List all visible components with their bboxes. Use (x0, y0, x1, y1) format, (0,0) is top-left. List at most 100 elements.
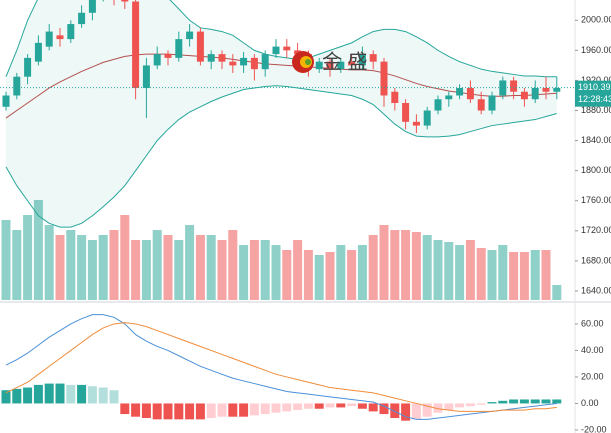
volume-bar (422, 235, 432, 300)
y-tick-label: -20.00 (581, 424, 607, 433)
volume-bar (87, 240, 97, 300)
volume-bar (401, 230, 411, 300)
volume-bar (509, 252, 519, 300)
volume-bar (433, 240, 443, 300)
candle-body (445, 95, 453, 100)
volume-bar (541, 250, 551, 300)
countdown-label: 12:28:43 (578, 94, 611, 104)
histogram-bar (455, 403, 465, 408)
histogram-bar (141, 403, 151, 419)
candle-body (466, 87, 474, 100)
candle-body (132, 1, 140, 88)
candle-body (369, 54, 377, 62)
volume-bar (163, 235, 173, 300)
volume-bar (293, 240, 303, 300)
axes: 2000.00 1960.00 1920.00 1880.00 1840.00 1800.… (575, 15, 611, 433)
candle-body (261, 54, 269, 70)
volume-bar (185, 225, 195, 300)
volume-bar (368, 235, 378, 300)
volume-bar (282, 250, 292, 300)
candle-body (423, 110, 431, 126)
volume-bar (217, 240, 227, 300)
candle-body (542, 87, 550, 92)
candle-body (218, 54, 226, 62)
volume-bar (152, 230, 162, 300)
band-lower (5, 85, 557, 228)
volume-bar (131, 240, 141, 300)
candle-body (391, 91, 399, 104)
candle-body (24, 57, 32, 77)
volume-bar (487, 250, 497, 300)
volume-bar (174, 240, 184, 300)
volume-bar (120, 215, 130, 300)
candle-body (283, 46, 291, 51)
histogram-bar (260, 403, 270, 415)
candle-body (456, 87, 464, 96)
y-tick-label: 1640.00 (581, 285, 611, 295)
volume-bar (347, 250, 357, 300)
candle-body (358, 54, 366, 66)
volume-bar (519, 252, 529, 300)
volume-bar (98, 235, 108, 300)
candle-body (326, 61, 334, 70)
y-tick-label: 1800.00 (581, 165, 611, 175)
histogram-bar (55, 383, 65, 404)
y-tick-label: 1880.00 (581, 105, 611, 115)
histogram-bar (131, 403, 141, 417)
volume-bar (23, 215, 33, 300)
dif-line (5, 314, 557, 420)
volume-bar (239, 245, 249, 300)
y-tick-label: 1680.00 (581, 255, 611, 265)
histogram-bar (444, 403, 454, 411)
last-price-label: 1910.39 (578, 82, 611, 92)
candle-body (175, 39, 183, 58)
histogram-bar (498, 400, 508, 404)
histogram-bar (87, 386, 97, 404)
candle-body (2, 95, 10, 107)
volume-bar (530, 250, 540, 300)
band-middle (5, 53, 557, 119)
histogram-bar (109, 390, 119, 404)
band-area (6, 0, 557, 228)
histogram-bar (66, 384, 76, 404)
candle-body (488, 95, 496, 111)
histogram-bar (336, 403, 346, 408)
volume-bar (195, 235, 205, 300)
candle-body (499, 80, 507, 96)
candle-body (56, 35, 64, 40)
histogram-bar (325, 403, 335, 408)
histogram-bar (23, 387, 33, 404)
logo (305, 59, 311, 65)
candle-body (412, 121, 420, 126)
candle-body (380, 61, 388, 96)
histogram-bar (303, 403, 313, 409)
histogram-bar (152, 403, 162, 420)
histogram-bar (509, 399, 519, 404)
volume-bar (260, 240, 270, 300)
candle-body (272, 46, 280, 55)
candle-body (250, 57, 258, 70)
candle-body (186, 31, 194, 40)
y-tick-label: 1920.00 (581, 75, 611, 85)
volume-bar (77, 235, 87, 300)
volume-bar (141, 240, 151, 300)
dea-line (5, 322, 557, 412)
last-price-box (575, 80, 611, 107)
histogram-bar (77, 384, 87, 404)
candle-body (13, 76, 21, 96)
volume-bar (498, 245, 508, 300)
histogram-bar (347, 403, 357, 407)
volume-bar (357, 245, 367, 300)
y-tick-label: 60.00 (581, 318, 604, 328)
histogram-bar (552, 399, 562, 404)
candle-body (142, 65, 150, 88)
histogram-bar (228, 403, 238, 417)
volume-bar (444, 242, 454, 300)
candle-body (337, 61, 345, 70)
volume-bar (476, 248, 486, 300)
volume-bar (411, 232, 421, 300)
histogram-bar (487, 402, 497, 404)
candle-body (45, 31, 53, 47)
volume-bar (379, 225, 389, 300)
